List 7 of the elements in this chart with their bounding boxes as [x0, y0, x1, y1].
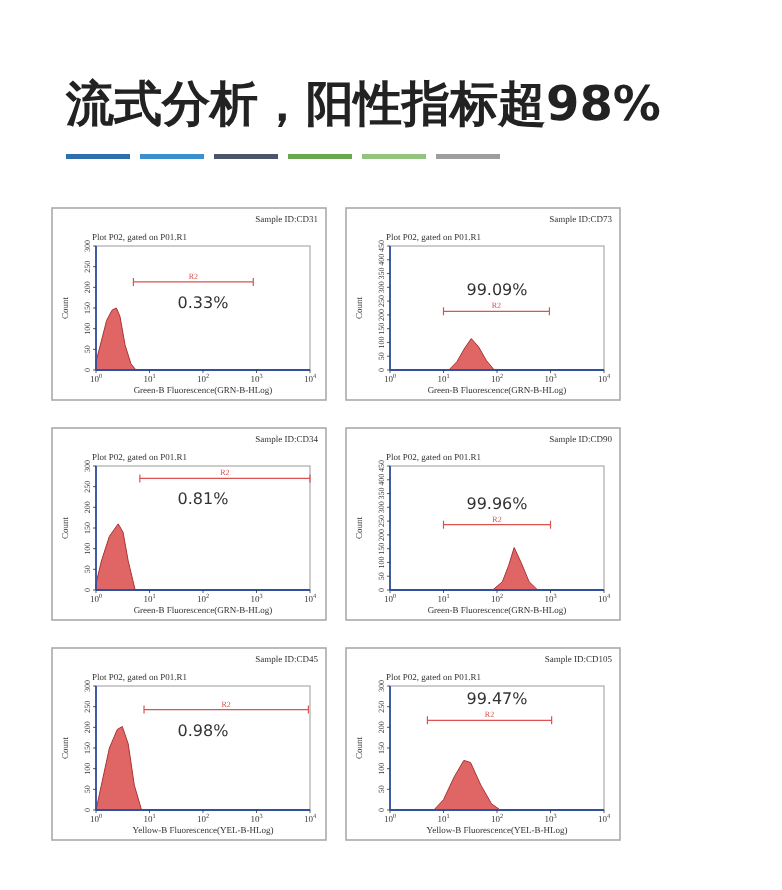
- text: 流式分析，阳性指标超98%: [64, 76, 661, 132]
- annotation: 99.96%: [466, 494, 529, 513]
- annotation: 0.33%: [177, 293, 230, 312]
- annotation: 0.98%: [177, 721, 230, 740]
- annotation: 0.81%: [177, 490, 230, 509]
- annotation: 99.09%: [466, 281, 529, 300]
- annotation: 99.47%: [466, 690, 529, 709]
